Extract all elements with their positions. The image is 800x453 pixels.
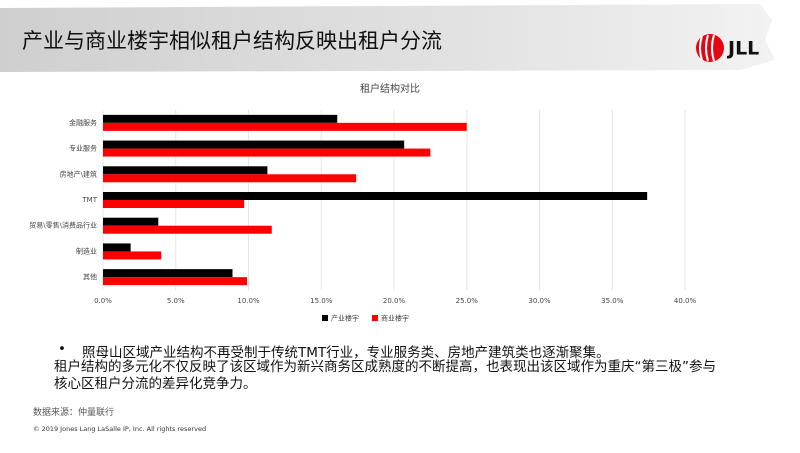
header-band	[0, 4, 775, 72]
x-tick-label: 0.0%	[94, 297, 112, 305]
legend-label: 商业楼宇	[381, 314, 409, 323]
y-tick-label: 金融服务	[69, 118, 97, 127]
x-tick-label: 25.0%	[456, 297, 479, 305]
x-tick-label: 10.0%	[237, 297, 260, 305]
bar	[103, 166, 268, 175]
y-tick-label: 贸易\零售\消费品行业	[29, 221, 97, 230]
x-tick-label: 30.0%	[528, 297, 551, 305]
bar	[103, 200, 245, 208]
bar	[103, 225, 272, 234]
bar	[103, 243, 131, 252]
y-tick-label: TMT	[81, 196, 97, 204]
bar	[103, 174, 357, 183]
x-tick-label: 35.0%	[601, 297, 624, 305]
chart-title: 租户结构对比	[360, 82, 420, 95]
slide-title: 产业与商业楼宇相似租户结构反映出租户分流	[22, 29, 442, 53]
x-tick-label: 15.0%	[310, 297, 333, 305]
x-tick-label: 40.0%	[674, 297, 697, 305]
bullet-text: 照母山区域产业结构不再受制于传统TMT行业，专业服务类、房地产建筑类也逐渐聚集。	[82, 345, 610, 361]
x-tick-label: 5.0%	[167, 297, 185, 305]
bar	[103, 114, 338, 123]
x-tick-label: 20.0%	[383, 297, 406, 305]
bar	[103, 217, 159, 226]
legend-swatch	[322, 315, 328, 321]
source: 数据来源：仲量联行	[33, 408, 115, 418]
bullet-dot: •	[58, 341, 66, 357]
paragraph: 租户结构的多元化不仅反映了该区域作为新兴商务区成熟度的不断提高，也表现出该区域作…	[54, 359, 716, 392]
copyright: © 2019 Jones Lang LaSalle IP, Inc. All r…	[33, 425, 207, 433]
bar	[103, 148, 431, 157]
logo-text: JLL	[726, 38, 759, 60]
y-tick-label: 其他	[83, 272, 97, 281]
bar	[103, 140, 405, 149]
bar	[103, 251, 162, 260]
bar	[103, 122, 467, 131]
legend-label: 产业楼宇	[331, 314, 359, 323]
bullet: • 照母山区域产业结构不再受制于传统TMT行业，专业服务类、房地产建筑类也逐渐聚…	[58, 341, 610, 361]
legend-swatch	[372, 315, 378, 321]
y-tick-label: 专业服务	[69, 144, 97, 153]
bar	[103, 192, 648, 200]
y-tick-label: 制造业	[76, 246, 97, 255]
logo: JLL	[696, 34, 759, 62]
y-tick-label: 房地产\建筑	[60, 169, 97, 178]
bar	[103, 269, 233, 278]
bar	[103, 277, 248, 286]
